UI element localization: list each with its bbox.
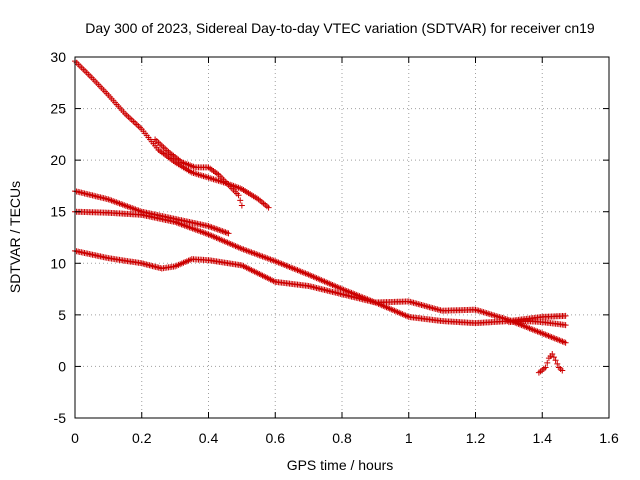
chart-title: Day 300 of 2023, Sidereal Day-to-day VTE… xyxy=(85,20,595,36)
x-tick-label: 0.4 xyxy=(199,430,219,446)
y-tick-label: 25 xyxy=(50,101,66,117)
series-sat-b xyxy=(152,136,245,209)
data-point xyxy=(549,351,556,358)
x-tick-label: 0 xyxy=(71,430,79,446)
series-sat-a xyxy=(72,58,272,211)
y-tick-label: 10 xyxy=(50,255,66,271)
data-point xyxy=(562,312,569,319)
x-tick-label: 1.4 xyxy=(533,430,553,446)
x-tick-label: 0.2 xyxy=(132,430,152,446)
data-points xyxy=(72,58,569,376)
data-point xyxy=(562,322,569,329)
x-tick-label: 1.6 xyxy=(599,430,619,446)
data-point xyxy=(225,230,232,237)
series-sat-g xyxy=(535,351,566,376)
y-tick-label: 20 xyxy=(50,152,66,168)
y-tick-labels: -5 0 5 10 15 20 25 30 xyxy=(50,49,66,426)
axis-ticks xyxy=(74,56,610,419)
y-tick-label: 15 xyxy=(50,204,66,220)
data-point xyxy=(237,197,244,204)
data-point xyxy=(265,204,272,211)
y-tick-label: 30 xyxy=(50,49,66,65)
data-point xyxy=(235,192,242,199)
y-tick-label: 5 xyxy=(58,307,66,323)
data-point xyxy=(562,339,569,346)
x-tick-label: 0.6 xyxy=(266,430,286,446)
grid-lines xyxy=(75,57,609,418)
y-tick-label: 0 xyxy=(58,358,66,374)
data-point xyxy=(554,360,561,367)
series-sat-f xyxy=(505,318,569,329)
data-point xyxy=(238,202,245,209)
data-point xyxy=(552,357,559,364)
data-point xyxy=(559,367,566,374)
data-point xyxy=(542,364,549,371)
series-sat-d xyxy=(72,208,569,327)
data-point xyxy=(550,354,557,361)
x-tick-label: 1.2 xyxy=(466,430,486,446)
x-tick-label: 1 xyxy=(405,430,413,446)
y-tick-label: -5 xyxy=(54,410,67,426)
x-axis-label: GPS time / hours xyxy=(287,457,394,473)
series-sat-e xyxy=(72,247,569,346)
data-point xyxy=(544,359,551,366)
x-tick-labels: 0 0.2 0.4 0.6 0.8 1 1.2 1.4 1.6 xyxy=(71,430,619,446)
x-tick-label: 0.8 xyxy=(332,430,352,446)
y-axis-label: SDTVAR / TECUs xyxy=(7,181,23,293)
